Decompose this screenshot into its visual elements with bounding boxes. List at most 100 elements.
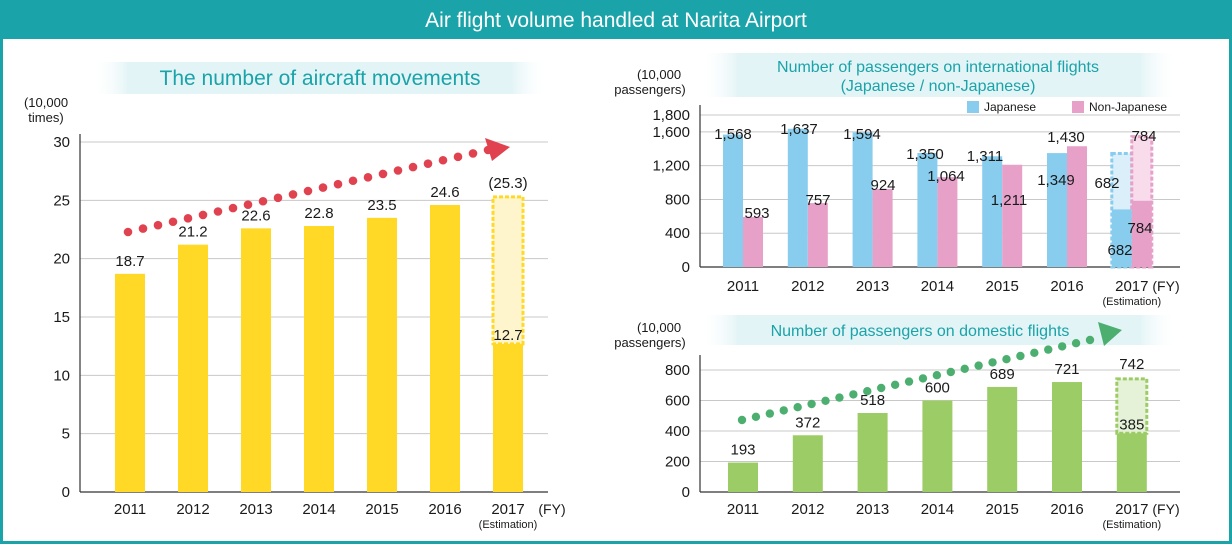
- chart2-fy-label: (FY): [1152, 278, 1179, 294]
- chart3-value-label: 372: [795, 414, 820, 431]
- chart3-xtick-label: 2012: [791, 501, 824, 518]
- chart1-trend-arrow-dot: [318, 183, 328, 192]
- chart1-unit-line1: (10,000: [24, 95, 68, 110]
- chart3-trend-arrow-dot: [1057, 342, 1067, 351]
- chart2-value-label-non-japanese: 757: [805, 192, 830, 209]
- chart3-unit-line1: (10,000: [637, 320, 681, 335]
- chart1-bar: [241, 228, 271, 493]
- chart1-trend-arrow-dot: [393, 166, 403, 175]
- chart1-xtick-label: 2014: [302, 501, 335, 518]
- chart2-legend-label-non-japanese: Non-Japanese: [1089, 100, 1167, 114]
- chart3-xtick-label: 2015: [986, 501, 1019, 518]
- chart1-trend-arrow-dot: [183, 214, 193, 223]
- chart3-xtick-label: 2014: [921, 501, 954, 518]
- chart3-ytick-label: 400: [665, 423, 690, 440]
- chart3-bar: [857, 413, 888, 492]
- chart3-bar: [987, 386, 1018, 492]
- chart3-trend-arrow-dot: [946, 367, 955, 377]
- chart2-value-label-japanese: 1,637: [780, 121, 818, 138]
- chart2-title-line2: (Japanese / non-Japanese): [841, 78, 1036, 95]
- chart3-trend-arrow-dot: [821, 396, 830, 405]
- chart1-trend-arrow-dot: [198, 210, 208, 220]
- chart2-bar-non-japanese: [807, 203, 828, 267]
- chart1-ytick-label: 5: [62, 426, 70, 443]
- chart1-trend-arrow-dot: [438, 155, 448, 165]
- chart2-estimation-label: (Estimation): [1102, 296, 1161, 308]
- chart3-value-label: 518: [860, 392, 885, 409]
- chart3-value-label: 193: [730, 442, 755, 459]
- chart1-bar: [115, 273, 145, 492]
- chart1-xtick-label: 2017: [491, 501, 524, 518]
- chart1-trend-arrowhead: [485, 138, 510, 161]
- chart1-value-label: 22.6: [241, 207, 270, 224]
- chart2-bar-non-japanese: [1131, 200, 1152, 267]
- chart3-trend-arrow-dot: [1016, 351, 1025, 361]
- chart3-title-band: [700, 315, 1178, 345]
- chart3-xtick-label: 2016: [1050, 501, 1083, 518]
- chart1-estimate-total-label: (25.3): [488, 175, 527, 192]
- chart1-title: The number of aircraft movements: [160, 67, 481, 90]
- chart1-trend-arrow-dot: [243, 200, 253, 209]
- chart3-trend-arrow-dot: [737, 415, 747, 425]
- chart3-value-label: 721: [1054, 361, 1079, 378]
- chart2-bar-japanese: [852, 132, 873, 267]
- chart1-trend-arrow-dot: [123, 227, 133, 237]
- chart1-value-label: 18.7: [115, 253, 144, 270]
- chart2-ytick-label: 800: [665, 191, 690, 208]
- chart2-title-line1: Number of passengers on international fl…: [777, 59, 1099, 76]
- chart3-value-label: 689: [990, 366, 1015, 383]
- chart3-fy-label: (FY): [1152, 501, 1179, 517]
- chart2-ytick-label: 1,600: [652, 124, 690, 141]
- chart2-value-label-japanese: 1,568: [714, 126, 752, 143]
- chart2-value-label-non-japanese: 1,430: [1047, 129, 1085, 146]
- chart3-trend-arrow-dot: [1071, 339, 1081, 348]
- chart3-trend-arrow-dot: [1085, 335, 1095, 345]
- chart1-trend-arrow-dot: [258, 196, 268, 206]
- chart3-trend-arrow-dot: [765, 409, 775, 418]
- chart3-bar: [1052, 382, 1082, 492]
- chart1-value-label: 21.2: [178, 224, 207, 241]
- chart2-value-label-japanese: 1,349: [1037, 172, 1075, 189]
- chart2-value-label-japanese: 1,594: [843, 126, 881, 143]
- chart1-trend-arrow-dot: [348, 176, 358, 186]
- chart3-trend-arrow-dot: [793, 403, 802, 412]
- chart2-legend-label-japanese: Japanese: [984, 100, 1036, 114]
- chart3-trend-arrow-dot: [877, 383, 886, 393]
- banner-title: Air flight volume handled at Narita Airp…: [3, 3, 1229, 39]
- chart2-ytick-label: 0: [682, 259, 690, 276]
- chart2-title-band: [700, 53, 1178, 97]
- chart3-xtick-label: 2013: [856, 501, 889, 518]
- chart3-estimation-label: (Estimation): [1102, 519, 1161, 531]
- chart2-xtick-label: 2013: [856, 278, 889, 295]
- chart3-trend-arrow-dot: [932, 371, 942, 380]
- chart3-trend-arrow-dot: [863, 387, 872, 396]
- chart1-trend-arrow-dot: [153, 220, 163, 230]
- chart2-ytick-label: 1,200: [652, 158, 690, 175]
- chart2-legend-swatch-non-japanese: [1072, 101, 1084, 113]
- chart3-trend-arrow-dot: [974, 361, 983, 370]
- chart1-ytick-label: 30: [53, 134, 70, 151]
- chart2-bar-japanese: [723, 134, 743, 267]
- chart3-trend-arrow: [737, 335, 1095, 425]
- chart1-trend-arrow-dot: [303, 186, 313, 196]
- chart3-trend-arrowhead: [1098, 322, 1122, 346]
- chart3-trend-arrow-dot: [751, 412, 761, 421]
- chart1-estimation-label: (Estimation): [479, 519, 538, 531]
- chart2-xtick-label: 2017: [1115, 278, 1148, 295]
- chart1-trend-arrow-dot: [213, 207, 223, 216]
- chart1-trend-arrow-dot: [453, 152, 463, 162]
- chart3-ytick-label: 0: [682, 484, 690, 501]
- chart2-value-label-japanese: 682: [1094, 175, 1119, 192]
- chart1-ytick-label: 15: [53, 309, 70, 326]
- chart3-bar: [1116, 433, 1147, 492]
- chart3-trend-arrow-dot: [1002, 355, 1011, 364]
- chart1-value-label: 22.8: [304, 205, 333, 222]
- chart3-trend-arrow-dot: [807, 399, 816, 409]
- chart1-ytick-label: 25: [53, 192, 70, 209]
- chart1-bar: [430, 205, 460, 492]
- chart2-value-label-japanese: 1,311: [967, 148, 1003, 165]
- chart1-xtick-label: 2011: [114, 501, 146, 518]
- chart3-trend-arrow-dot: [988, 358, 997, 367]
- chart1-title-band: [92, 62, 548, 94]
